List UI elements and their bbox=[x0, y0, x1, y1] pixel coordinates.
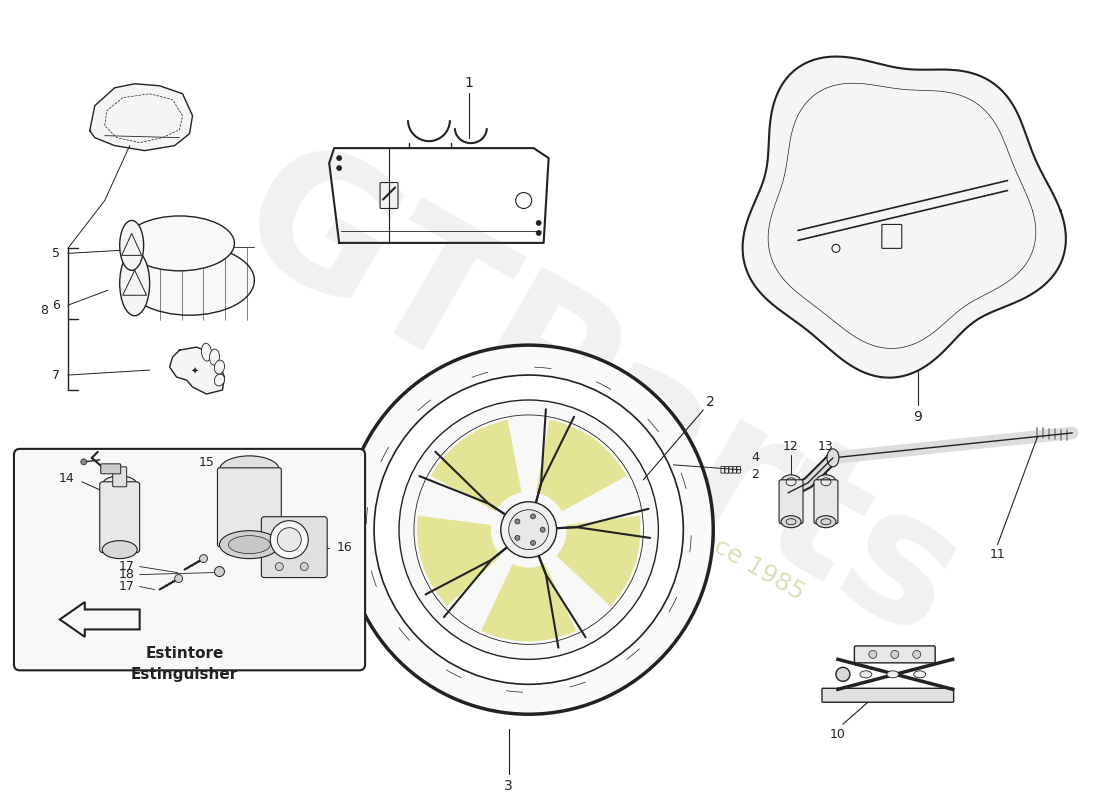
Ellipse shape bbox=[214, 566, 224, 577]
FancyBboxPatch shape bbox=[14, 449, 365, 670]
Text: 2: 2 bbox=[751, 468, 759, 482]
Text: 5: 5 bbox=[52, 247, 59, 260]
Text: 6: 6 bbox=[52, 298, 59, 312]
Text: Estintore
Estinguisher: Estintore Estinguisher bbox=[131, 646, 239, 682]
Text: 2: 2 bbox=[706, 395, 715, 409]
FancyBboxPatch shape bbox=[218, 468, 282, 546]
FancyBboxPatch shape bbox=[855, 646, 935, 663]
Text: 14: 14 bbox=[59, 472, 75, 486]
Circle shape bbox=[530, 514, 536, 519]
Ellipse shape bbox=[887, 671, 899, 678]
Text: 4: 4 bbox=[751, 451, 759, 464]
Text: 1: 1 bbox=[464, 76, 473, 90]
Ellipse shape bbox=[209, 349, 220, 365]
Ellipse shape bbox=[271, 521, 308, 558]
Circle shape bbox=[508, 510, 549, 550]
Ellipse shape bbox=[214, 360, 224, 374]
FancyBboxPatch shape bbox=[814, 480, 838, 524]
Circle shape bbox=[530, 541, 536, 546]
Ellipse shape bbox=[816, 475, 836, 489]
Text: 15: 15 bbox=[199, 456, 214, 470]
Circle shape bbox=[80, 459, 87, 465]
Circle shape bbox=[337, 156, 342, 161]
Text: 16: 16 bbox=[338, 541, 353, 554]
FancyArrow shape bbox=[59, 602, 140, 637]
Ellipse shape bbox=[827, 449, 839, 467]
Wedge shape bbox=[557, 516, 640, 606]
FancyBboxPatch shape bbox=[101, 464, 121, 474]
Text: 9: 9 bbox=[913, 410, 922, 424]
Ellipse shape bbox=[175, 574, 183, 582]
Circle shape bbox=[275, 562, 284, 570]
Circle shape bbox=[891, 650, 899, 658]
FancyBboxPatch shape bbox=[262, 517, 327, 578]
FancyBboxPatch shape bbox=[779, 480, 803, 524]
Text: 3: 3 bbox=[505, 779, 513, 793]
Ellipse shape bbox=[124, 216, 234, 271]
Text: 12: 12 bbox=[783, 440, 799, 454]
Circle shape bbox=[344, 345, 713, 714]
Ellipse shape bbox=[201, 343, 211, 361]
Text: 8: 8 bbox=[40, 304, 48, 317]
Ellipse shape bbox=[914, 671, 926, 678]
Text: 17: 17 bbox=[119, 580, 134, 593]
Ellipse shape bbox=[220, 530, 279, 558]
Ellipse shape bbox=[120, 221, 144, 270]
Text: 10: 10 bbox=[830, 728, 846, 741]
Ellipse shape bbox=[220, 456, 279, 484]
Text: 7: 7 bbox=[52, 369, 59, 382]
Ellipse shape bbox=[102, 541, 138, 558]
Wedge shape bbox=[417, 516, 502, 606]
Ellipse shape bbox=[199, 554, 208, 562]
Circle shape bbox=[836, 667, 850, 682]
Circle shape bbox=[399, 400, 659, 659]
Circle shape bbox=[540, 527, 546, 532]
Polygon shape bbox=[742, 57, 1066, 378]
Text: ✦: ✦ bbox=[190, 367, 199, 377]
Ellipse shape bbox=[214, 374, 224, 386]
Text: a passion for parts since 1985: a passion for parts since 1985 bbox=[469, 394, 808, 605]
Ellipse shape bbox=[781, 475, 801, 489]
Circle shape bbox=[515, 519, 520, 524]
Polygon shape bbox=[169, 347, 224, 394]
Circle shape bbox=[500, 502, 557, 558]
Wedge shape bbox=[481, 564, 576, 642]
Circle shape bbox=[300, 562, 308, 570]
Circle shape bbox=[869, 650, 877, 658]
FancyBboxPatch shape bbox=[112, 467, 126, 486]
Ellipse shape bbox=[781, 516, 801, 528]
Ellipse shape bbox=[277, 528, 301, 552]
Text: 13: 13 bbox=[818, 440, 834, 454]
Ellipse shape bbox=[860, 671, 872, 678]
Text: 11: 11 bbox=[990, 548, 1005, 561]
Polygon shape bbox=[90, 84, 192, 150]
Ellipse shape bbox=[120, 251, 150, 316]
Text: 18: 18 bbox=[119, 568, 134, 581]
Circle shape bbox=[536, 230, 541, 235]
Text: GTParts: GTParts bbox=[208, 124, 989, 676]
Circle shape bbox=[337, 166, 342, 170]
Ellipse shape bbox=[124, 246, 254, 315]
FancyBboxPatch shape bbox=[822, 688, 954, 702]
Ellipse shape bbox=[229, 536, 271, 554]
Circle shape bbox=[515, 535, 520, 540]
FancyBboxPatch shape bbox=[100, 482, 140, 553]
Wedge shape bbox=[431, 420, 521, 511]
Circle shape bbox=[536, 221, 541, 226]
Circle shape bbox=[374, 375, 683, 684]
Ellipse shape bbox=[816, 516, 836, 528]
Circle shape bbox=[913, 650, 921, 658]
Ellipse shape bbox=[102, 476, 138, 494]
Wedge shape bbox=[536, 420, 627, 511]
Text: 17: 17 bbox=[119, 560, 134, 573]
